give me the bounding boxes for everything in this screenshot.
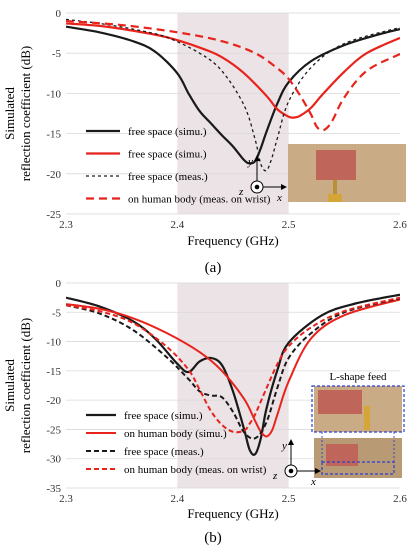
series-line	[66, 19, 400, 132]
y-axis-letter: y	[247, 156, 253, 168]
x-tick-label: 2.3	[59, 219, 73, 231]
z-axis-letter: z	[272, 470, 278, 482]
y-tick-label: -30	[46, 454, 61, 466]
x-arrowhead	[281, 184, 287, 190]
legend-label: free space (meas.)	[128, 171, 208, 183]
coordinate-axes-icon: y z x	[238, 155, 287, 204]
y-tick-label: -10	[46, 337, 61, 349]
antenna-photo	[288, 144, 406, 202]
y-tick-label: 0	[56, 8, 62, 20]
legend-label: on human body (meas. on wrist)	[128, 194, 271, 206]
y-tick-label: -20	[46, 395, 61, 407]
y-tick-label: -35	[46, 483, 61, 495]
shaded-band	[177, 13, 289, 214]
y-axis-label: Simulated	[2, 87, 17, 140]
x-tick-label: 2.3	[59, 493, 73, 505]
series-line	[66, 293, 400, 456]
chart-panel-a: 0 -5 -10 -15 -20 -252.3 2.4 2.5 2.6 Frequency (GH…	[2, 8, 407, 276]
series-line	[66, 25, 400, 165]
y-tick-label: 0	[56, 278, 62, 290]
patch-image	[326, 444, 358, 466]
x-tick-label: 2.5	[282, 493, 296, 505]
y-tick-label: -25	[46, 209, 61, 221]
shaded-band	[177, 283, 289, 488]
antenna-photo: L-shape feed	[311, 371, 405, 478]
series-line	[66, 18, 400, 172]
y-arrowhead	[254, 155, 260, 161]
connector-image	[328, 194, 342, 202]
zoom-box	[311, 385, 405, 433]
coordinate-axes-icon: y z x	[272, 439, 321, 488]
y-axis-label: reflection coefficient (dB)	[18, 46, 33, 181]
x-arrowhead	[315, 468, 321, 474]
feed-zoom-image	[364, 406, 370, 430]
legend-label: free space (simu.)	[124, 410, 203, 422]
series-line	[66, 296, 400, 434]
x-tick-label: 2.4	[170, 219, 184, 231]
feed-image	[333, 180, 337, 196]
y-tick-label: -25	[46, 424, 61, 436]
legend-label: free space (simu.)	[128, 149, 207, 161]
series-line	[66, 297, 400, 440]
series-line	[66, 298, 400, 438]
z-axis-letter: z	[238, 186, 244, 198]
legend: free space (simu.) free space (simu.) free…	[86, 126, 271, 206]
x-axis-letter: x	[276, 192, 282, 204]
y-arrowhead	[288, 439, 294, 445]
y-tick-label: -20	[46, 169, 61, 181]
chart-panel-b: 0 -5 -10 -15 -20 -25 -30 -352.3 2.4 2.5 2.6 Frequen…	[2, 278, 407, 546]
y-tick-label: -15	[46, 366, 61, 378]
panel-label: (a)	[205, 260, 222, 276]
y-tick-label: -5	[52, 307, 62, 319]
y-axis-label: Simulated	[2, 359, 17, 412]
legend: free space (simu.) on human body (simu.) f…	[86, 410, 267, 476]
legend-label: free space (meas.)	[124, 446, 204, 458]
x-axis-letter: x	[310, 476, 316, 488]
x-tick-label: 2.6	[393, 493, 407, 505]
legend-label: on human body (simu.)	[124, 428, 227, 440]
patch-zoom-image	[318, 390, 362, 414]
x-axis-label: Frequency (GHz)	[187, 233, 278, 248]
patch-image	[316, 150, 356, 180]
feed-highlight-box	[321, 461, 395, 475]
y-tick-label: -5	[52, 48, 62, 60]
annotation-label: L-shape feed	[329, 371, 387, 383]
y-axis-letter: y	[281, 440, 287, 452]
x-tick-label: 2.6	[393, 219, 407, 231]
legend-label: free space (simu.)	[128, 126, 207, 138]
x-tick-label: 2.5	[282, 219, 296, 231]
x-axis-label: Frequency (GHz)	[187, 506, 278, 521]
y-tick-label: -10	[46, 88, 61, 100]
series-line	[66, 22, 400, 119]
z-axis-dot	[254, 184, 260, 190]
panel-label: (b)	[204, 530, 222, 546]
x-tick-label: 2.4	[170, 493, 184, 505]
y-tick-label: -15	[46, 129, 61, 141]
legend-label: on human body (meas. on wrist)	[124, 464, 267, 476]
z-axis-dot	[288, 468, 294, 474]
y-axis-label: reflection coefficient (dB)	[18, 318, 33, 453]
